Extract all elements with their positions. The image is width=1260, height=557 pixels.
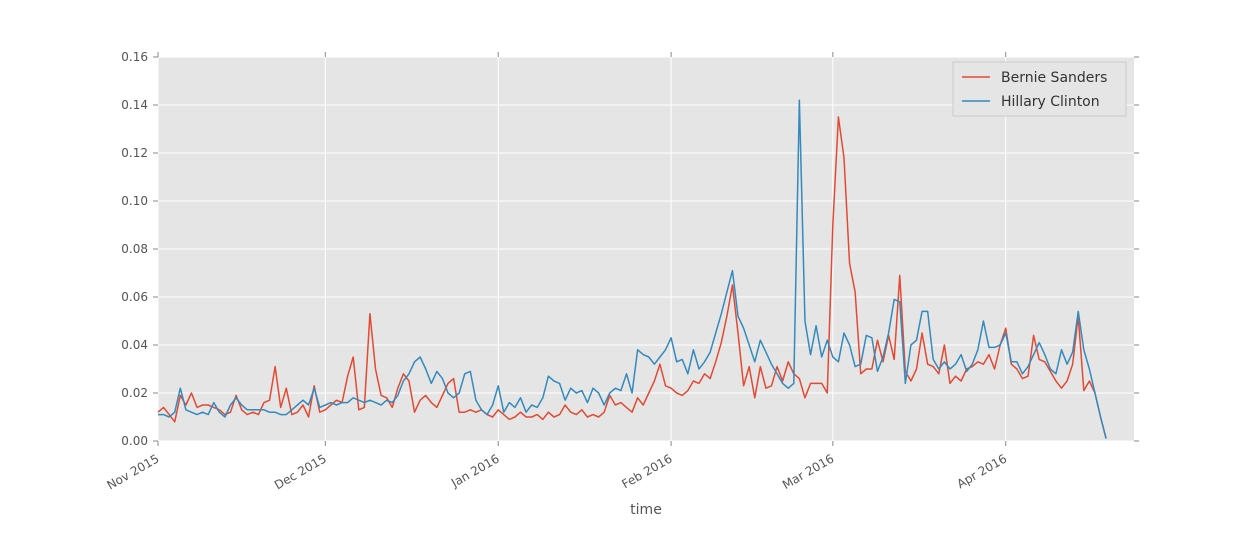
y-tick-label: 0.04 <box>121 338 148 352</box>
y-axis: 0.00 0.02 0.04 0.06 0.08 0.10 0.12 0.14 0.16 <box>121 50 1139 448</box>
x-tick-label: Jan 2016 <box>448 451 502 490</box>
y-tick-label: 0.00 <box>121 434 148 448</box>
x-tick-label: Nov 2015 <box>104 451 161 492</box>
y-tick-label: 0.10 <box>121 194 148 208</box>
y-tick-label: 0.02 <box>121 386 148 400</box>
legend-label-hillary-clinton: Hillary Clinton <box>1001 94 1100 110</box>
y-tick-label: 0.16 <box>121 50 148 64</box>
y-tick-label: 0.08 <box>121 242 148 256</box>
x-tick-label: Apr 2016 <box>954 451 1009 491</box>
x-tick-label: Mar 2016 <box>780 451 836 492</box>
y-tick-label: 0.06 <box>121 290 148 304</box>
x-tick-label: Feb 2016 <box>619 451 674 491</box>
y-tick-label: 0.12 <box>121 146 148 160</box>
y-tick-label: 0.14 <box>121 98 148 112</box>
series-lines <box>157 99 1107 439</box>
legend: Bernie Sanders Hillary Clinton <box>952 61 1127 117</box>
x-tick-label: Dec 2015 <box>272 451 329 492</box>
x-axis-label: time <box>630 502 662 518</box>
series-line-hillary-clinton <box>158 99 1107 439</box>
legend-label-bernie-sanders: Bernie Sanders <box>1001 70 1107 86</box>
legend-box <box>952 61 1127 117</box>
